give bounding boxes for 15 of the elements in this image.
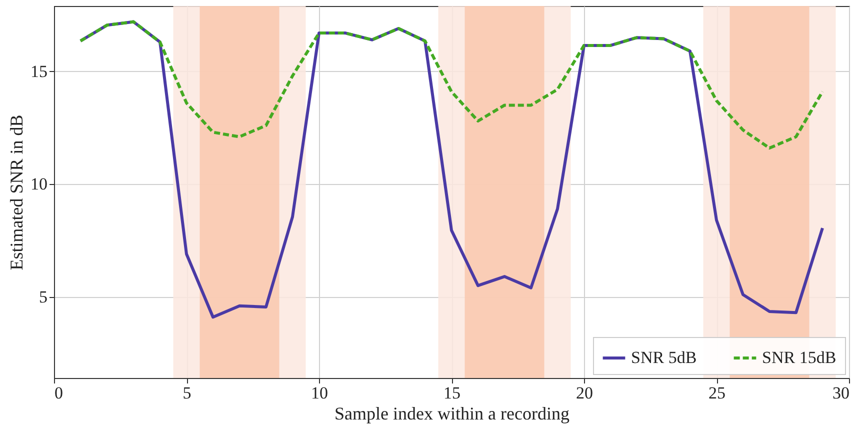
y-tick-label: 10 — [30, 174, 48, 194]
x-tick-label: 25 — [708, 384, 726, 402]
legend-label: SNR 5dB — [631, 348, 697, 367]
x-axis-title: Sample index within a recording — [334, 404, 570, 424]
x-tick-label: 5 — [182, 384, 192, 402]
y-tick-label: 5 — [39, 287, 48, 306]
x-tick-label: 20 — [576, 384, 593, 402]
x-tick-label: 10 — [311, 384, 328, 402]
y-tick-label: 15 — [30, 62, 48, 81]
x-tick-label: 30 — [832, 384, 850, 402]
legend-label: SNR 15dB — [762, 348, 836, 367]
y-axis-title: Estimated SNR in dB — [6, 114, 26, 270]
x-tick-label: 0 — [54, 384, 63, 402]
line-series — [79, 20, 824, 150]
x-tick-label: 15 — [444, 384, 460, 402]
